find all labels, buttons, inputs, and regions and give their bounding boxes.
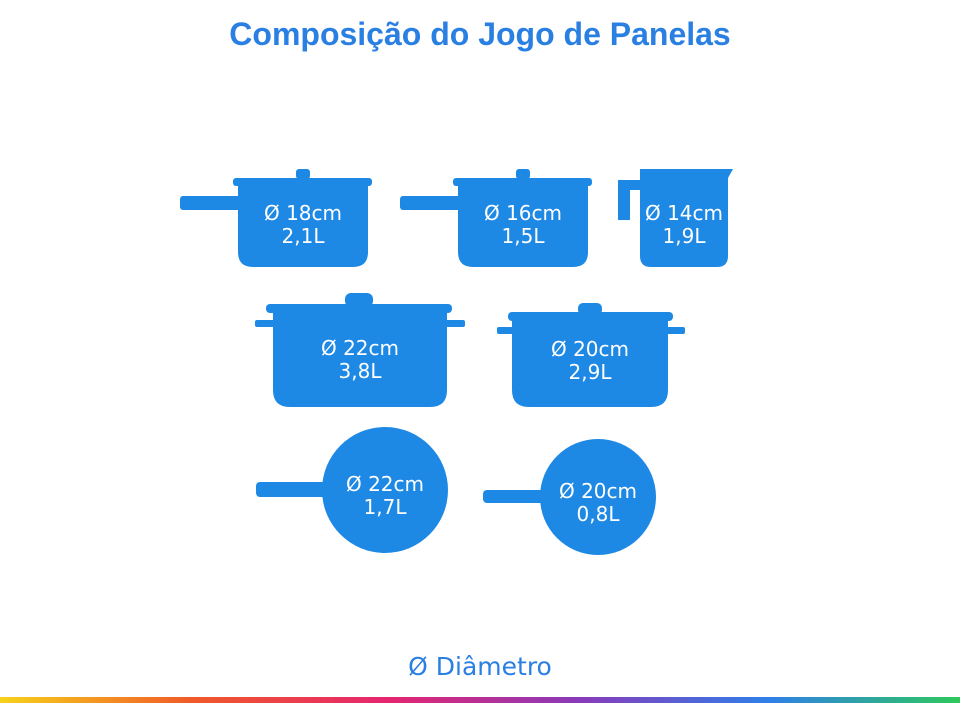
title: Composição do Jogo de Panelas	[229, 16, 730, 52]
casserole-22	[255, 293, 465, 407]
diameter-label: Ø 16cm	[484, 201, 562, 225]
diameter-label: Ø 18cm	[264, 201, 342, 225]
frying-pan-22	[256, 427, 448, 553]
rainbow-bar	[0, 697, 960, 703]
volume-label: 3,8L	[339, 359, 383, 383]
diameter-label: Ø 14cm	[645, 201, 723, 225]
volume-label: 1,7L	[364, 495, 408, 519]
saucepan-16	[400, 169, 592, 267]
volume-label: 0,8L	[577, 502, 621, 526]
volume-label: 2,9L	[569, 360, 613, 384]
saucepan-18	[180, 169, 372, 267]
milk-pot-14	[618, 169, 733, 267]
volume-label: 1,9L	[663, 224, 707, 248]
diameter-label: Ø 22cm	[321, 336, 399, 360]
frying-pan-20	[483, 439, 656, 555]
diameter-label: Ø 20cm	[551, 337, 629, 361]
diameter-label: Ø 20cm	[559, 479, 637, 503]
diameter-label: Ø 22cm	[346, 472, 424, 496]
volume-label: 2,1L	[282, 224, 326, 248]
casserole-20	[497, 303, 685, 407]
legend: Ø Diâmetro	[408, 652, 552, 681]
volume-label: 1,5L	[502, 224, 546, 248]
